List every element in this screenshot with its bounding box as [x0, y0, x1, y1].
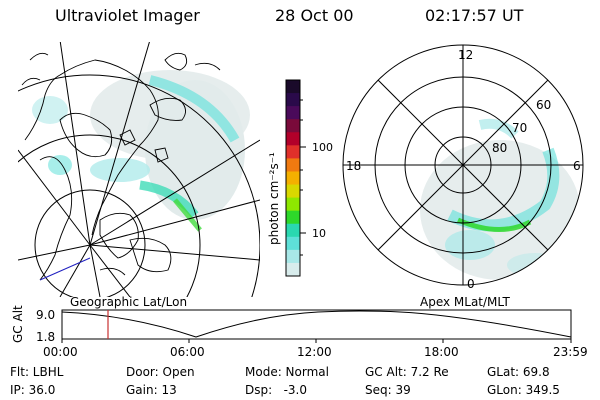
mlt-label-6: 6: [573, 159, 581, 173]
info-glon: GLon: 349.5: [487, 383, 560, 397]
info-glat: GLat: 69.8: [487, 365, 550, 379]
colorbar-segment: [286, 223, 300, 238]
left-panel-label: Geographic Lat/Lon: [70, 295, 188, 309]
colorbar: [285, 79, 301, 277]
colorbar-tick-100: 100: [312, 141, 333, 154]
colorbar-segment: [286, 184, 300, 199]
colorbar-segment: [286, 236, 300, 251]
time-label: 02:17:57 UT: [425, 6, 524, 25]
coastlines: [21, 52, 221, 281]
colorbar-segment: [286, 93, 300, 107]
timeline-axis-title: GC Alt: [11, 305, 25, 343]
colorbar-segment: [286, 249, 300, 264]
colorbar-unit-label: photon cm⁻²s⁻¹: [267, 152, 281, 245]
info-door: Door: Open: [126, 365, 195, 379]
colorbar-segment: [286, 262, 300, 277]
altitude-curve: [61, 310, 572, 338]
right-panel-label: Apex MLat/MLT: [420, 295, 510, 309]
polar-plot: [342, 44, 584, 286]
colorbar-segment: [286, 171, 300, 186]
colorbar-segment: [286, 132, 300, 146]
colorbar-segment: [286, 197, 300, 212]
timeline-plot: [61, 309, 572, 343]
geographic-map: [18, 42, 260, 297]
colorbar-frame: [285, 79, 301, 277]
info-gc-alt: GC Alt: 7.2 Re: [365, 365, 449, 379]
info-filter: Flt: LBHL: [10, 365, 64, 379]
timeline-xtick: 00:00: [43, 345, 78, 359]
info-dsp: Dsp: -3.0: [245, 383, 308, 397]
mlt-label-12: 12: [458, 48, 473, 62]
timeline-xtick: 12:00: [297, 345, 332, 359]
info-mode: Mode: Normal: [245, 365, 329, 379]
colorbar-segment: [286, 106, 300, 120]
date-label: 28 Oct 00: [275, 6, 354, 25]
colorbar-segment: [286, 158, 300, 172]
colorbar-ticks: [300, 99, 306, 256]
timeline-ytick-max: 9.0: [36, 308, 56, 322]
timeline-ytick-min: 1.8: [36, 330, 56, 344]
mlt-label-0: 0: [467, 277, 475, 291]
colorbar-segment: [286, 80, 300, 94]
left-emission: [32, 70, 250, 232]
timeline-xtick: 06:00: [170, 345, 205, 359]
timeline-xtick: 18:00: [424, 345, 459, 359]
colorbar-segment: [286, 119, 300, 133]
instrument-title: Ultraviolet Imager: [55, 6, 200, 25]
lat-label-80: 80: [492, 141, 507, 155]
colorbar-segment: [286, 145, 300, 159]
lat-label-70: 70: [512, 121, 527, 135]
colorbar-segment: [286, 210, 300, 225]
info-gain: Gain: 13: [126, 383, 177, 397]
lat-label-60: 60: [536, 98, 551, 112]
mlt-label-18: 18: [346, 159, 361, 173]
timeline-xtick: 23:59: [553, 345, 588, 359]
info-seq: Seq: 39: [365, 383, 411, 397]
info-ip: IP: 36.0: [10, 383, 56, 397]
colorbar-tick-10: 10: [312, 227, 326, 240]
